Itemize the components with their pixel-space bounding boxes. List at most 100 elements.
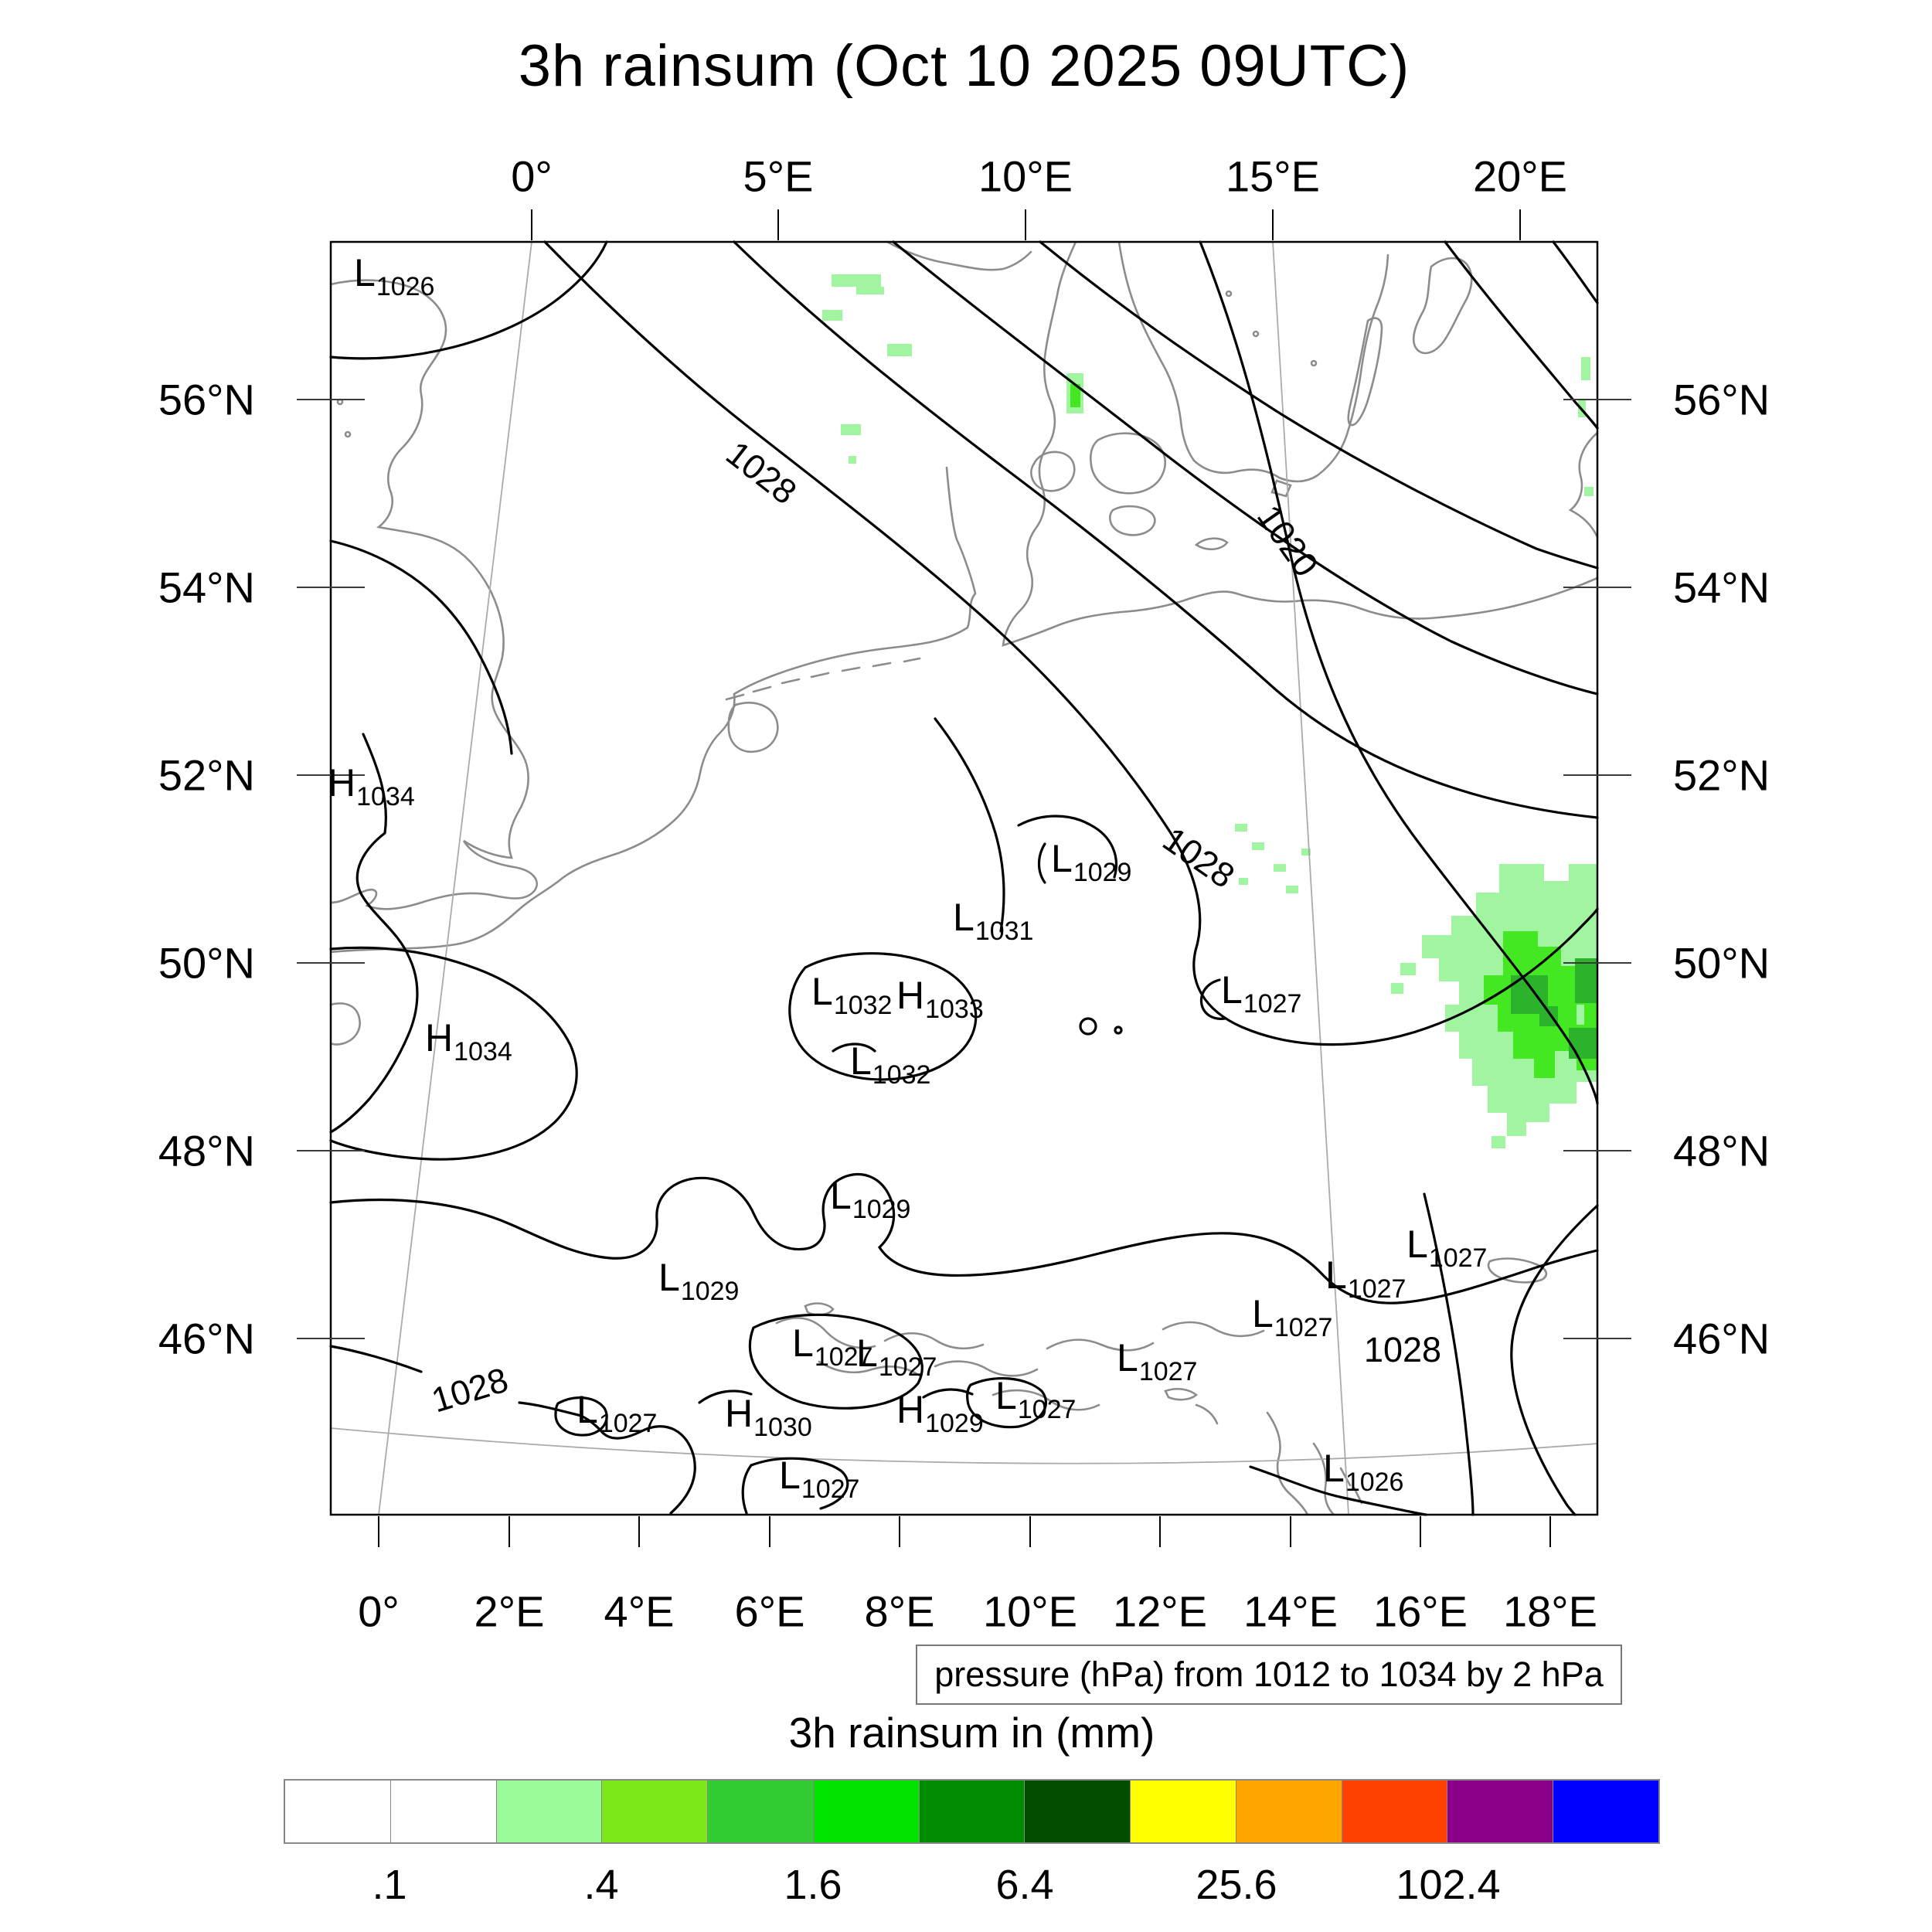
left-axis-label: 54°N — [158, 563, 255, 612]
isobar-inline-label: 1028 — [1363, 1330, 1442, 1369]
high-pressure-label: H1034 — [328, 761, 415, 811]
low-pressure-label: L1027 — [577, 1388, 658, 1438]
low-pressure-label: L1029 — [658, 1256, 740, 1306]
bottom-axis-label: 12°E — [1112, 1587, 1208, 1636]
low-pressure-label: L1027 — [1117, 1336, 1198, 1386]
colorbar-labels: .1 .4 1.6 6.4 25.6 102.4 — [284, 1861, 1660, 1908]
colorbar-cell — [1131, 1781, 1236, 1842]
bottom-tick — [1290, 1516, 1291, 1547]
low-pressure-label: L1032 — [811, 970, 893, 1020]
colorbar-cell — [813, 1781, 920, 1842]
bottom-axis-label: 14°E — [1243, 1587, 1338, 1636]
colorbar-tick-label: 6.4 — [995, 1862, 1054, 1908]
bottom-tick — [1549, 1516, 1551, 1547]
bottom-tick — [638, 1516, 640, 1547]
bottom-tick — [769, 1516, 770, 1547]
top-tick — [1025, 209, 1026, 240]
colorbar-cell — [1025, 1781, 1131, 1842]
colorbar-cell — [285, 1781, 391, 1842]
top-axis-label: 10°E — [978, 151, 1073, 201]
colorbar-cell — [1553, 1781, 1658, 1842]
bottom-tick — [509, 1516, 510, 1547]
graticule — [330, 241, 1598, 1515]
top-axis-label: 20°E — [1472, 151, 1568, 201]
colorbar-tick-label: .1 — [372, 1862, 407, 1908]
low-pressure-label: L1027 — [856, 1332, 937, 1382]
right-tick — [1563, 587, 1631, 588]
low-pressure-label: L1026 — [1323, 1447, 1404, 1497]
top-tick — [1519, 209, 1521, 240]
pressure-caption-box: pressure (hPa) from 1012 to 1034 by 2 hP… — [916, 1645, 1622, 1705]
parallel-45deg — [330, 1427, 1598, 1464]
bottom-tick — [899, 1516, 900, 1547]
low-pressure-label: L1029 — [1051, 837, 1132, 887]
rain-patches — [822, 274, 1597, 1148]
bottom-axis-label: 4°E — [604, 1587, 675, 1636]
high-pressure-label: H1034 — [425, 1016, 512, 1066]
colorbar-cell — [390, 1781, 497, 1842]
top-axis-label: 0° — [511, 151, 553, 201]
left-tick — [297, 1338, 365, 1339]
right-axis-label: 48°N — [1673, 1126, 1770, 1175]
top-tick — [531, 209, 532, 240]
colorbar-tick-label: .4 — [583, 1862, 619, 1908]
colorbar-cell — [496, 1781, 603, 1842]
right-tick — [1563, 962, 1631, 964]
rain-specks-15e — [1235, 824, 1311, 893]
low-pressure-label: L1027 — [792, 1321, 873, 1372]
colorbar-tick-label: 25.6 — [1196, 1862, 1277, 1908]
colorbar-cell — [1236, 1781, 1342, 1842]
right-axis-label: 56°N — [1673, 375, 1770, 424]
colorbar-tick-label: 1.6 — [784, 1862, 842, 1908]
low-pressure-label: L1027 — [1406, 1223, 1488, 1273]
low-pressure-label: L1027 — [995, 1374, 1077, 1424]
top-tick — [777, 209, 779, 240]
bottom-axis-label: 18°E — [1502, 1587, 1598, 1636]
top-axis-label: 5°E — [743, 151, 814, 201]
left-axis-label: 46°N — [158, 1314, 255, 1363]
bottom-tick — [1159, 1516, 1161, 1547]
low-pressure-label: L1027 — [1325, 1253, 1406, 1304]
low-pressure-label: L1029 — [830, 1174, 911, 1224]
right-axis-label: 54°N — [1673, 563, 1770, 612]
low-pressure-label: L1026 — [354, 251, 435, 301]
left-axis-label: 50°N — [158, 938, 255, 988]
high-pressure-label: H1030 — [725, 1392, 812, 1442]
bottom-axis-label: 10°E — [982, 1587, 1078, 1636]
low-pressure-label: L1027 — [1252, 1292, 1333, 1342]
left-tick — [297, 1150, 365, 1151]
low-pressure-label: L1031 — [953, 896, 1034, 946]
map-frame — [329, 240, 1599, 1516]
low-pressure-label: L1027 — [779, 1454, 860, 1504]
rain-colorbar — [284, 1779, 1660, 1844]
top-tick — [1272, 209, 1274, 240]
left-axis-label: 56°N — [158, 375, 255, 424]
right-tick — [1563, 1150, 1631, 1151]
meridian-15deg — [1272, 241, 1349, 1515]
bottom-axis-label: 8°E — [864, 1587, 935, 1636]
pressure-caption-text: pressure (hPa) from 1012 to 1034 by 2 hP… — [934, 1655, 1604, 1694]
page-title: 3h rainsum (Oct 10 2025 09UTC) — [518, 33, 1410, 99]
rain-area-se-dark — [1511, 958, 1597, 1059]
right-tick — [1563, 1338, 1631, 1339]
colorbar-cell — [602, 1781, 709, 1842]
right-axis-label: 52°N — [1673, 750, 1770, 800]
right-axis-label: 46°N — [1673, 1314, 1770, 1363]
colorbar-tick-label: 102.4 — [1396, 1862, 1501, 1908]
right-axis-label: 50°N — [1673, 938, 1770, 988]
right-tick — [1563, 399, 1631, 400]
left-tick — [297, 962, 365, 964]
high-pressure-label: H1033 — [896, 974, 984, 1024]
bottom-axis-label: 0° — [358, 1587, 400, 1636]
colorbar-cell — [919, 1781, 1026, 1842]
top-axis-label: 15°E — [1225, 151, 1321, 201]
right-tick — [1563, 774, 1631, 776]
rain-specks-denmark — [822, 274, 1594, 496]
bottom-tick — [1029, 1516, 1031, 1547]
low-pressure-label: L1032 — [850, 1039, 931, 1090]
legend-title: 3h rainsum in (mm) — [788, 1709, 1155, 1757]
colorbar-cell — [708, 1781, 814, 1842]
isobars — [329, 240, 1599, 1516]
left-axis-label: 48°N — [158, 1126, 255, 1175]
